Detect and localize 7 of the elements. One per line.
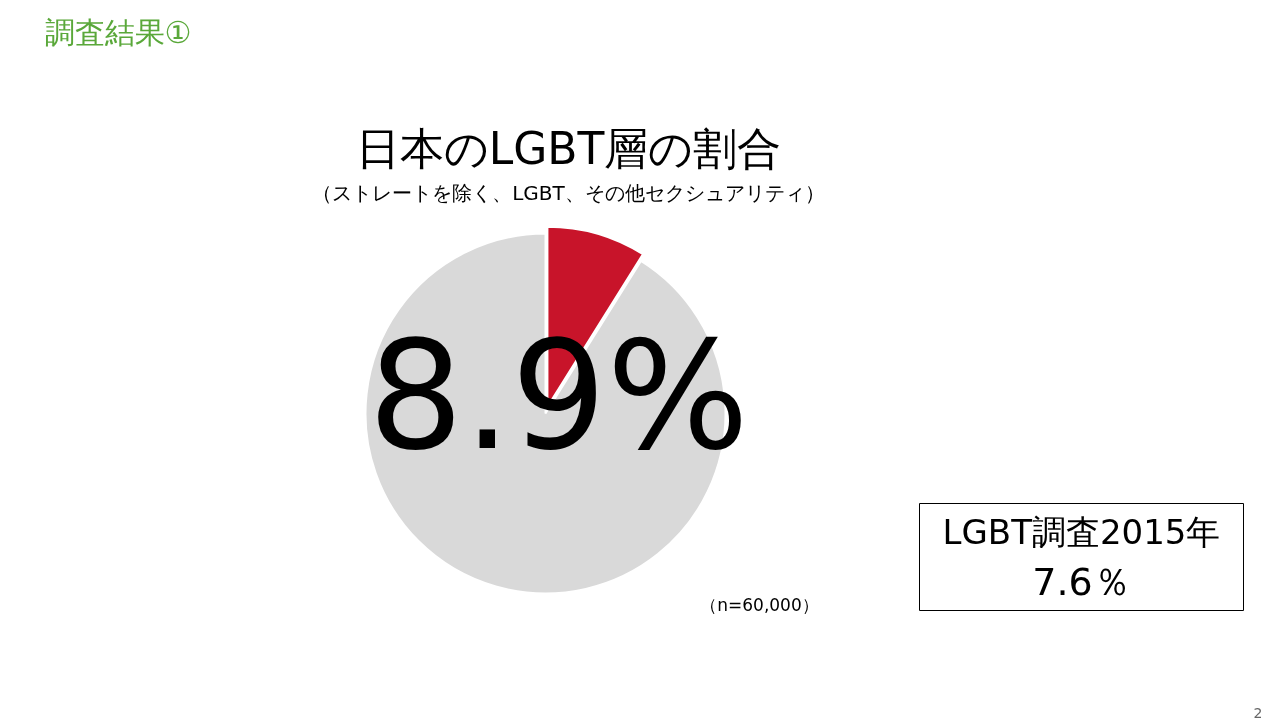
chart-subtitle: （ストレートを除く、LGBT、その他セクシュアリティ） [312,180,825,205]
text: 2 [1253,704,1263,720]
chart-title: 日本のLGBT層の割合 [355,123,782,174]
text: LGBT調査2015年 7.6％ [942,511,1221,605]
data-label: 8.9% [367,308,750,483]
text: 調査結果① [44,15,192,50]
text: （n=60,000） [700,594,819,615]
